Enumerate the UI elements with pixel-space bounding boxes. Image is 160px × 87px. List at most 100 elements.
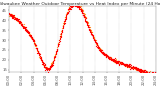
Point: [47, 68, 50, 69]
Point: [86, 23, 88, 25]
Point: [54, 55, 56, 56]
Point: [100, 50, 103, 51]
Point: [18, 21, 21, 22]
Point: [100, 50, 103, 52]
Point: [90, 30, 92, 31]
Point: [68, 10, 70, 11]
Point: [72, 5, 74, 7]
Point: [78, 7, 80, 8]
Point: [25, 29, 27, 31]
Point: [54, 55, 56, 56]
Point: [151, 74, 154, 76]
Point: [69, 5, 72, 6]
Point: [20, 24, 22, 25]
Point: [129, 65, 132, 66]
Point: [111, 58, 113, 60]
Point: [88, 29, 91, 30]
Point: [147, 73, 149, 74]
Point: [118, 63, 120, 64]
Point: [41, 62, 43, 63]
Point: [84, 20, 86, 21]
Point: [119, 62, 121, 64]
Point: [66, 12, 69, 14]
Point: [141, 71, 143, 72]
Point: [25, 28, 28, 30]
Point: [104, 55, 106, 56]
Point: [29, 33, 31, 35]
Point: [103, 53, 105, 54]
Point: [45, 68, 48, 69]
Point: [40, 58, 42, 60]
Point: [153, 75, 156, 77]
Point: [72, 3, 75, 5]
Point: [18, 21, 20, 23]
Point: [61, 25, 64, 27]
Point: [55, 53, 57, 55]
Point: [94, 40, 97, 41]
Point: [34, 43, 36, 45]
Point: [139, 69, 141, 70]
Point: [45, 66, 47, 68]
Point: [144, 72, 147, 73]
Point: [82, 12, 84, 14]
Point: [82, 14, 85, 16]
Point: [125, 63, 128, 65]
Point: [15, 18, 18, 20]
Point: [22, 27, 24, 29]
Point: [25, 30, 28, 31]
Point: [84, 16, 87, 17]
Point: [20, 23, 23, 25]
Point: [132, 67, 135, 68]
Point: [46, 70, 49, 71]
Point: [145, 73, 148, 74]
Point: [63, 21, 65, 23]
Point: [96, 43, 98, 44]
Point: [114, 62, 117, 63]
Point: [78, 7, 80, 8]
Point: [101, 52, 104, 53]
Point: [154, 75, 156, 77]
Point: [55, 50, 58, 52]
Point: [32, 40, 35, 41]
Point: [9, 14, 12, 15]
Point: [27, 31, 30, 33]
Point: [67, 8, 70, 10]
Point: [149, 73, 151, 74]
Point: [85, 22, 88, 23]
Point: [43, 65, 45, 66]
Point: [17, 20, 19, 21]
Point: [124, 63, 127, 64]
Point: [99, 50, 102, 51]
Point: [136, 68, 139, 69]
Point: [78, 5, 81, 6]
Point: [138, 68, 140, 70]
Point: [127, 66, 129, 67]
Point: [8, 15, 11, 16]
Point: [86, 22, 88, 23]
Point: [31, 37, 33, 39]
Point: [137, 69, 139, 71]
Point: [46, 68, 49, 69]
Point: [130, 67, 132, 68]
Point: [26, 31, 29, 32]
Point: [56, 48, 59, 50]
Point: [130, 67, 133, 68]
Point: [40, 56, 43, 58]
Point: [38, 56, 41, 57]
Point: [116, 61, 118, 63]
Point: [81, 9, 84, 10]
Point: [63, 24, 65, 25]
Point: [73, 2, 76, 3]
Point: [103, 54, 105, 55]
Point: [98, 50, 101, 52]
Point: [47, 67, 49, 69]
Point: [122, 63, 124, 64]
Point: [76, 3, 79, 4]
Point: [111, 59, 113, 60]
Point: [72, 3, 75, 4]
Point: [72, 4, 75, 6]
Point: [144, 70, 147, 72]
Point: [71, 5, 74, 6]
Point: [23, 27, 26, 28]
Point: [18, 21, 20, 23]
